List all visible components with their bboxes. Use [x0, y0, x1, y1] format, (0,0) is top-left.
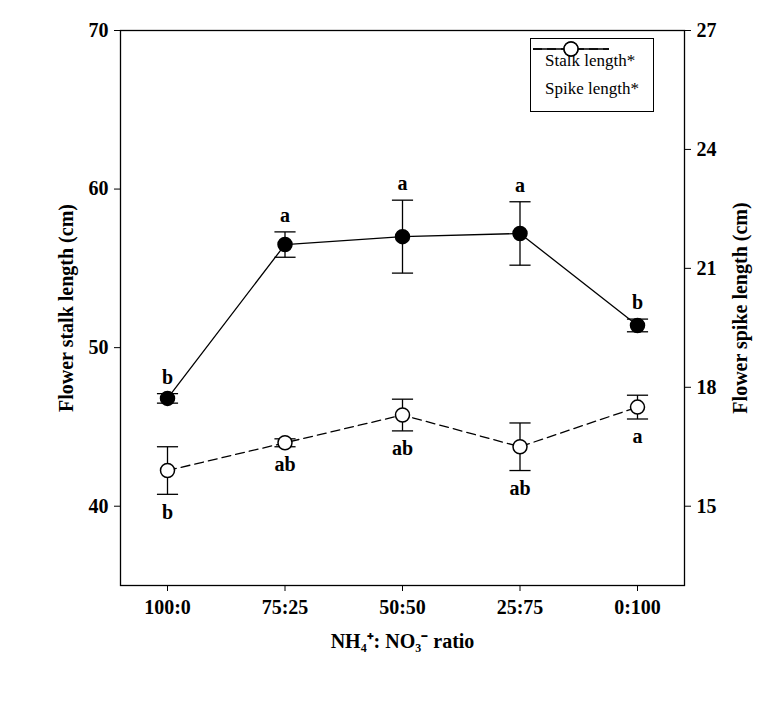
- svg-text:15: 15: [697, 495, 717, 517]
- svg-text:50:50: 50:50: [379, 596, 426, 618]
- svg-text:ab: ab: [392, 437, 413, 459]
- svg-text:Flower stalk length (cm): Flower stalk length (cm): [55, 204, 78, 412]
- html-text:Spike length*: Spike length*: [545, 79, 639, 98]
- html-text:Stalk length*: Stalk length*: [545, 51, 636, 70]
- svg-text:40: 40: [89, 495, 109, 517]
- svg-text:ab: ab: [274, 453, 295, 475]
- svg-text:a: a: [633, 425, 643, 447]
- svg-text:a: a: [515, 174, 525, 196]
- svg-text:a: a: [280, 204, 290, 226]
- svg-text:100:0: 100:0: [144, 596, 191, 618]
- svg-text:a: a: [398, 172, 408, 194]
- svg-text:ab: ab: [509, 477, 530, 499]
- svg-text:21: 21: [697, 257, 717, 279]
- svg-text:NH₄⁺: NO₃⁻ ratio: NH₄⁺: NO₃⁻ ratio: [331, 630, 475, 652]
- svg-text:18: 18: [697, 376, 717, 398]
- svg-text:b: b: [632, 291, 643, 313]
- svg-text:75:25: 75:25: [262, 596, 309, 618]
- svg-text:24: 24: [697, 138, 717, 160]
- svg-text:b: b: [162, 501, 173, 523]
- svg-text:Flower spike length (cm): Flower spike length (cm): [729, 202, 752, 413]
- svg-text:60: 60: [89, 177, 109, 199]
- svg-text:50: 50: [89, 336, 109, 358]
- svg-text:25:75: 25:75: [497, 596, 544, 618]
- svg-text:70: 70: [89, 19, 109, 41]
- svg-text:27: 27: [697, 19, 717, 41]
- svg-text:b: b: [162, 366, 173, 388]
- svg-text:0:100: 0:100: [614, 596, 661, 618]
